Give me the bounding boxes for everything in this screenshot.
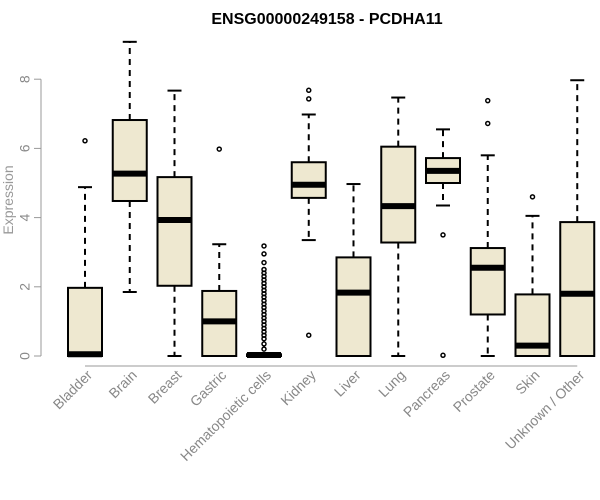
- y-tick-label: 4: [17, 213, 33, 221]
- category-label: Lung: [375, 367, 408, 400]
- box-kidney: [290, 87, 327, 338]
- category-label: Gastric: [187, 367, 230, 410]
- box-hematopoietic-cells: [246, 243, 282, 358]
- iqr-box: [111, 119, 148, 202]
- y-tick-label: 6: [17, 144, 33, 152]
- outlier-point: [261, 266, 267, 273]
- outlier-point: [529, 194, 536, 200]
- y-tick-label: 8: [17, 75, 33, 83]
- outlier-point: [485, 120, 491, 127]
- outlier-point: [440, 232, 446, 238]
- iqr-box: [335, 256, 372, 358]
- box-pancreas: [425, 128, 461, 359]
- outlier-point: [440, 352, 446, 359]
- iqr-box: [559, 221, 596, 357]
- outlier-point: [306, 96, 312, 102]
- box-prostate: [469, 97, 506, 357]
- category-label: Pancreas: [400, 367, 453, 420]
- outlier-point: [261, 243, 267, 249]
- outlier-point: [261, 251, 267, 257]
- category-label: Brain: [105, 367, 139, 401]
- iqr-box: [290, 161, 327, 199]
- outlier-point: [306, 332, 312, 338]
- box-unknown-other: [559, 79, 596, 357]
- y-tick-label: 0: [17, 352, 33, 360]
- box-gastric: [201, 146, 238, 357]
- box-lung: [380, 96, 417, 357]
- category-label: Kidney: [277, 367, 319, 409]
- category-label: Breast: [145, 367, 185, 407]
- box-liver: [335, 183, 372, 358]
- box-bladder: [67, 138, 103, 358]
- box-breast: [156, 89, 193, 357]
- y-axis-label: Expression: [0, 165, 16, 234]
- category-label: Bladder: [50, 367, 96, 413]
- iqr-box: [469, 247, 506, 316]
- category-label: Skin: [512, 367, 543, 398]
- outlier-point: [306, 87, 312, 94]
- outlier-point: [261, 341, 267, 347]
- category-label: Unknown / Other: [502, 367, 588, 453]
- category-label: Prostate: [450, 367, 498, 415]
- category-label: Liver: [331, 367, 364, 400]
- iqr-box: [156, 176, 193, 287]
- outlier-point: [485, 97, 491, 104]
- boxes: [67, 40, 596, 359]
- box-brain: [111, 40, 148, 293]
- outlier-point: [82, 138, 88, 144]
- iqr-box: [67, 286, 103, 358]
- y-tick-label: 2: [17, 283, 33, 291]
- outlier-point: [261, 259, 267, 266]
- box-skin: [514, 194, 551, 357]
- outlier-point: [216, 146, 222, 152]
- outlier-point: [261, 346, 267, 352]
- iqr-box: [380, 145, 417, 244]
- chart-title: ENSG00000249158 - PCDHA11: [211, 11, 442, 28]
- axes: 0 2 4 6 8: [17, 75, 578, 367]
